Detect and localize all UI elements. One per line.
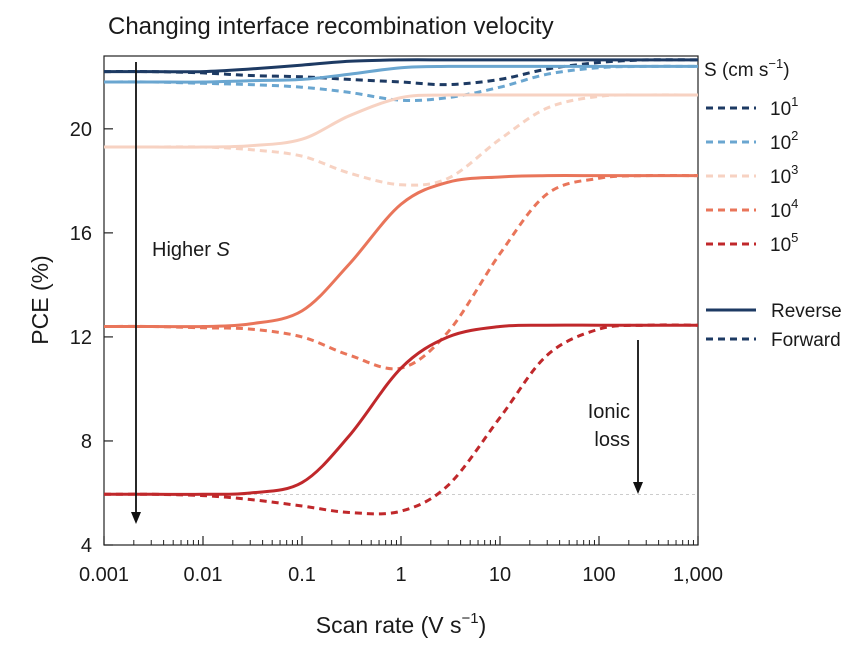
- higher-s-label-italic: S: [216, 239, 230, 261]
- x-tick-label: 100: [582, 564, 615, 586]
- x-tick-label: 10: [489, 564, 511, 586]
- x-tick-label: 0.001: [79, 564, 129, 586]
- x-minor-ticks: [133, 540, 694, 545]
- higher-s-label-text: Higher: [152, 239, 216, 261]
- plot-border: [103, 55, 699, 546]
- legend-label: 104: [770, 196, 798, 222]
- higher-s-arrow-head: [131, 512, 141, 524]
- y-tick-label: 16: [70, 223, 92, 245]
- x-axis-label: Scan rate (V s−1): [316, 610, 487, 638]
- style-legend-label: Reverse: [771, 301, 842, 322]
- y-tick-labels: 4 8 12 16 20: [70, 119, 92, 557]
- series-line: [104, 93, 698, 149]
- legend-title-end: ): [783, 60, 789, 81]
- legend-title: S (cm s−1): [704, 56, 790, 81]
- y-axis-label: PCE (%): [27, 255, 53, 344]
- style-legend-label: Forward: [771, 330, 841, 351]
- ionic-loss-arrow: [633, 340, 643, 494]
- legend-label: 102: [770, 128, 798, 154]
- y-tick-label: 4: [81, 535, 92, 557]
- series-group: [103, 58, 699, 516]
- x-tick-label: 0.01: [184, 564, 223, 586]
- x-tick-labels: 0.001 0.01 0.1 1 10 100 1,000: [79, 564, 723, 586]
- series-line: [103, 64, 698, 84]
- legend-label: 101: [770, 94, 798, 120]
- x-axis-label-end: ): [479, 612, 487, 638]
- y-tick-label: 8: [81, 431, 92, 453]
- series-line: [103, 58, 698, 74]
- legend-s-entries: 101 102 103 104 105: [706, 94, 798, 256]
- x-tick-label: 1: [395, 564, 406, 586]
- x-tick-label: 0.1: [288, 564, 316, 586]
- chart-title: Changing interface recombination velocit…: [108, 13, 554, 40]
- ionic-loss-line1: Ionic: [588, 401, 630, 423]
- y-tick-label: 20: [70, 119, 92, 141]
- x-tick-label: 1,000: [673, 564, 723, 586]
- axis-major-ticks: [103, 128, 699, 546]
- x-axis-label-sup: −1: [461, 610, 478, 627]
- legend-label: 105: [770, 230, 798, 256]
- x-axis-label-main: Scan rate (V s: [316, 612, 462, 638]
- legend-style-entries: Reverse Forward: [706, 301, 842, 351]
- series-line: [103, 174, 698, 329]
- higher-s-label: Higher S: [152, 239, 230, 261]
- ionic-loss-line2: loss: [594, 429, 630, 451]
- legend-title-sup: −1: [768, 56, 783, 71]
- legend-title-main: S (cm s: [704, 60, 768, 81]
- plot-frame: [103, 55, 699, 546]
- ionic-loss-arrow-head: [633, 482, 643, 494]
- series-line: [103, 323, 698, 496]
- series-line: [104, 93, 699, 187]
- y-tick-label: 12: [70, 327, 92, 349]
- legend-label: 103: [770, 162, 798, 188]
- higher-s-arrow: [131, 62, 141, 524]
